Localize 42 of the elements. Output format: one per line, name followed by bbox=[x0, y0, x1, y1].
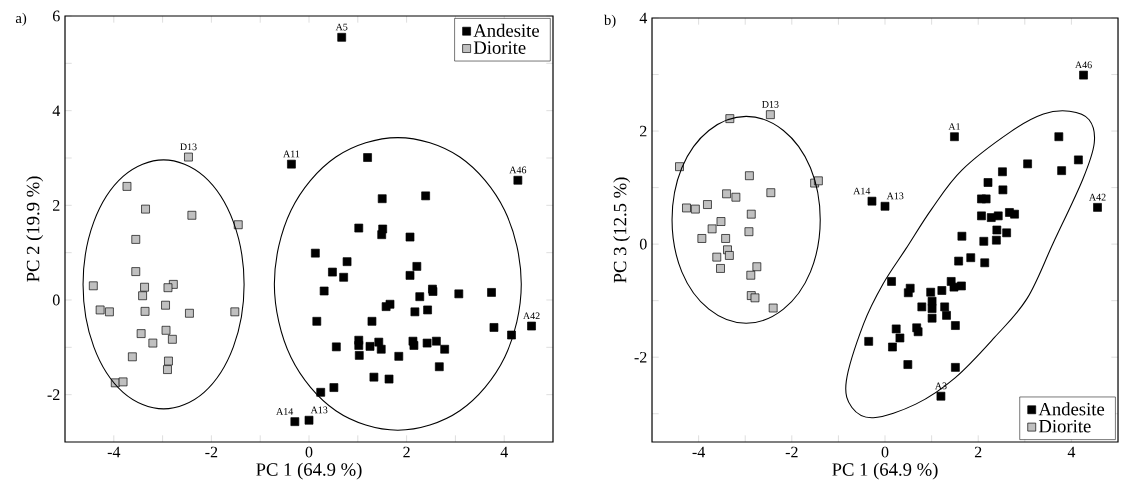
chart-title: b) bbox=[603, 14, 616, 28]
annotation: A42 bbox=[523, 312, 540, 320]
annotation: A13 bbox=[310, 406, 328, 414]
x-tick-label: 2 bbox=[403, 446, 410, 458]
annotation: A14 bbox=[276, 408, 294, 415]
chart-title: a) bbox=[15, 12, 27, 27]
y-axis-title: PC 2 (19.9 %) bbox=[26, 176, 44, 282]
annotation: D13 bbox=[762, 101, 779, 108]
x-tick-label: 4 bbox=[500, 446, 508, 458]
x-tick-label: 4 bbox=[1067, 446, 1076, 458]
annotation: A46 bbox=[1075, 61, 1092, 69]
x-axis-title: PC 1 (64.9 %) bbox=[832, 462, 938, 480]
y-tick-label: 6 bbox=[52, 10, 60, 22]
annotation: A42 bbox=[1089, 193, 1106, 201]
annotation: A1 bbox=[948, 123, 960, 130]
x-tick-label: -2 bbox=[785, 446, 798, 458]
y-tick-label: 4 bbox=[639, 12, 648, 24]
y-tick-label: 0 bbox=[52, 294, 60, 306]
annotation: A13 bbox=[886, 192, 904, 200]
y-tick-label: -2 bbox=[634, 351, 647, 363]
legend-label: Diorite bbox=[473, 41, 526, 54]
legend-label: Andesite bbox=[473, 23, 539, 37]
y-tick-label: -2 bbox=[47, 389, 60, 400]
x-tick-label: -4 bbox=[107, 446, 121, 458]
annotation: A11 bbox=[283, 150, 300, 158]
annotation: A14 bbox=[853, 187, 871, 195]
y-tick-label: 2 bbox=[53, 200, 60, 211]
x-tick-label: 0 bbox=[881, 446, 889, 458]
x-axis-title: PC 1 (64.9 %) bbox=[256, 462, 362, 480]
y-tick-label: 0 bbox=[639, 238, 647, 250]
legend-label: Andesite bbox=[1038, 402, 1105, 416]
x-tick-label: 0 bbox=[305, 446, 313, 458]
y-axis-title: PC 3 (12.5 %) bbox=[613, 177, 631, 283]
x-tick-label: -2 bbox=[205, 446, 218, 458]
annotation: A5 bbox=[335, 23, 348, 31]
y-tick-label: 2 bbox=[640, 125, 647, 137]
y-tick-label: 4 bbox=[52, 105, 61, 116]
x-tick-label: -4 bbox=[692, 446, 706, 458]
legend-label: Diorite bbox=[1038, 419, 1091, 433]
annotation: A46 bbox=[509, 166, 527, 174]
x-tick-label: 2 bbox=[974, 446, 982, 458]
annotation: D13 bbox=[180, 143, 197, 151]
